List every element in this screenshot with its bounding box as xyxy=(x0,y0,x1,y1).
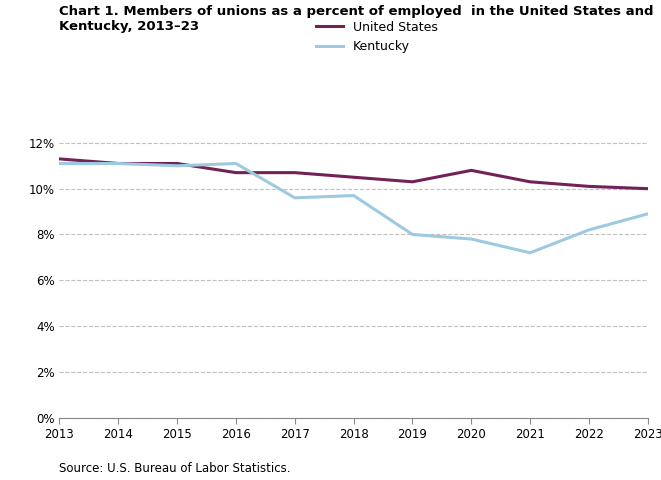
Text: Chart 1. Members of unions as a percent of employed  in the United States and
Ke: Chart 1. Members of unions as a percent … xyxy=(59,5,654,33)
Text: Source: U.S. Bureau of Labor Statistics.: Source: U.S. Bureau of Labor Statistics. xyxy=(59,462,291,475)
Legend: United States, Kentucky: United States, Kentucky xyxy=(315,21,438,53)
